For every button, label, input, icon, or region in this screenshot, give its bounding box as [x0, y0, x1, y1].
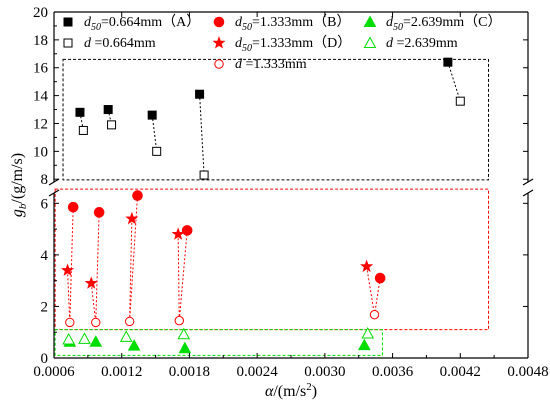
x-tick-label-6: 0.0042: [440, 364, 481, 380]
pair-connectors: [67, 62, 461, 323]
y-tick-label-lower-3: 6: [41, 196, 49, 212]
highlight-boxes: [54, 58, 490, 356]
highlight-box-2: [54, 329, 383, 356]
legend-marker-6: [363, 36, 377, 48]
highlight-box-0: [62, 58, 490, 181]
legend-marker-5: [363, 15, 377, 27]
point-s3-2: [125, 211, 139, 225]
point-s3-1: [84, 276, 98, 289]
point-s1-4: [455, 96, 465, 106]
pair-line-2-1: [90, 283, 97, 323]
point-s5-4: [358, 338, 371, 351]
y-tick-label-lower-1: 2: [41, 299, 49, 315]
y-tick-label-upper-6: 20: [33, 5, 48, 21]
point-s4-2: [124, 316, 135, 327]
legend-label-6: d =2.639mm: [386, 36, 458, 51]
point-s0-2: [147, 110, 157, 120]
x-axis-title: α/(m/s2): [265, 381, 317, 400]
x-tick-label-5: 0.0036: [372, 364, 414, 380]
x-tick-label-1: 0.0012: [101, 364, 142, 380]
point-s0-0: [75, 107, 85, 117]
point-s4-3: [174, 315, 184, 326]
legend-label-2: d50=1.333mm（B）: [235, 14, 351, 33]
pair-line-1-3: [178, 230, 188, 321]
y-tick-label-upper-5: 18: [33, 33, 48, 49]
pair-line-1-0: [69, 207, 74, 323]
point-s0-1: [103, 105, 113, 115]
y-tick-label-upper-1: 10: [33, 144, 48, 160]
point-s5-2: [127, 339, 141, 351]
point-s6-4: [361, 326, 375, 339]
pair-line-0-4: [447, 62, 461, 102]
legend: d50=0.664mm（A） d =0.664mm d50=1.333mm（B） d5…: [63, 14, 502, 72]
axis-break-mark-0b: [48, 189, 60, 197]
point-s5-3: [178, 341, 192, 354]
point-s6-2: [119, 330, 133, 342]
legend-label-0: d50=0.664mm（A）: [84, 14, 200, 33]
axis-break-mark-0a: [48, 178, 60, 186]
highlight-box-1: [54, 188, 489, 331]
point-s4-1: [91, 317, 101, 328]
point-s3-0: [61, 263, 75, 276]
legend-marker-1: [63, 38, 73, 48]
point-s2-1: [93, 207, 105, 218]
legend-label-3: d50=1.333mm（D）: [235, 35, 351, 54]
legend-label-1: d =0.664mm: [84, 36, 156, 51]
point-s1-3: [199, 170, 209, 180]
pair-line-0-0: [79, 112, 84, 131]
pair-line-1-2: [129, 195, 139, 322]
point-s3-4: [360, 259, 374, 273]
y-tick-label-upper-3: 14: [33, 89, 49, 105]
x-tick-label-2: 0.0018: [169, 364, 210, 380]
point-s3-3: [171, 227, 185, 240]
data-markers: [61, 57, 465, 354]
y-tick-label-upper-4: 16: [33, 61, 49, 77]
legend-label-4: d =1.333mm: [235, 57, 307, 72]
pair-line-1-4: [374, 278, 381, 315]
point-s6-1: [78, 332, 91, 344]
axis-break-mark-1a: [522, 178, 534, 186]
pair-line-2-0: [67, 270, 71, 323]
point-s1-2: [152, 146, 162, 156]
pair-line-2-2: [129, 218, 133, 322]
point-s6-0: [62, 332, 76, 345]
point-s4-4: [369, 309, 380, 320]
legend-label-5: d50=2.639mm（C）: [386, 14, 502, 33]
y-tick-label-upper-2: 12: [33, 116, 48, 132]
point-s2-0: [67, 201, 79, 213]
point-s2-3: [181, 225, 193, 236]
pair-line-2-4: [366, 266, 376, 315]
legend-marker-0: [63, 17, 73, 27]
legend-marker-4: [214, 59, 224, 69]
point-s5-1: [89, 335, 103, 347]
axes: 0.0006 0.0012 0.0018 0.0024 0.0030 0.0036 0.00…: [9, 5, 549, 400]
point-s2-4: [374, 272, 386, 284]
pair-line-2-3: [177, 234, 180, 321]
point-s1-0: [78, 125, 88, 135]
point-s6-3: [177, 327, 191, 340]
point-s0-4: [443, 57, 453, 67]
point-s1-1: [107, 120, 117, 130]
pair-line-0-3: [199, 94, 205, 176]
point-s2-2: [132, 190, 143, 201]
legend-marker-2: [213, 16, 225, 28]
pair-line-1-1: [95, 212, 100, 323]
x-tick-label-3: 0.0024: [237, 364, 279, 380]
y-tick-label-lower-2: 4: [41, 248, 49, 264]
y-tick-label-lower-0: 0: [41, 351, 49, 367]
point-s4-0: [65, 317, 75, 328]
point-s0-3: [195, 89, 205, 99]
pair-line-0-2: [151, 115, 158, 152]
legend-marker-3: [212, 36, 226, 49]
y-tick-label-upper-0: 8: [41, 172, 49, 188]
x-tick-label-4: 0.0030: [304, 364, 345, 380]
x-tick-label-7: 0.0048: [507, 364, 548, 380]
y-axis-title: gb/(g/m/s): [9, 153, 29, 217]
x-tick-label-0: 0.0006: [33, 364, 75, 380]
axis-break-mark-1b: [522, 189, 534, 197]
